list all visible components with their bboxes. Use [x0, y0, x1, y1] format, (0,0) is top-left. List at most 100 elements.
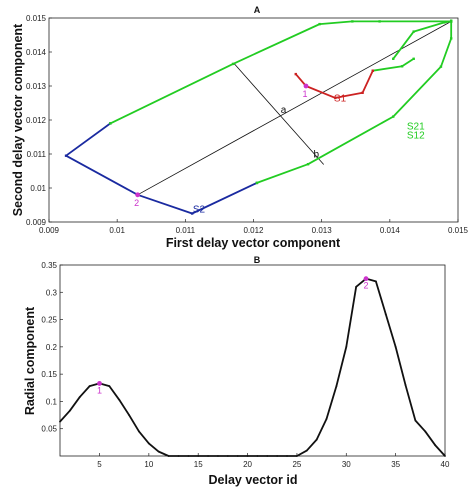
radial-component-point — [394, 345, 397, 348]
radial-component-point — [177, 455, 180, 457]
radial-component-point — [246, 455, 249, 457]
y-tick-label: 0.3 — [46, 288, 58, 297]
y-tick-label: 0.013 — [26, 82, 47, 91]
x-tick-label: 0.015 — [448, 226, 469, 235]
series-point — [109, 122, 112, 125]
y-tick-label: 0.01 — [30, 184, 46, 193]
y-tick-label: 0.15 — [41, 370, 57, 379]
panel-a: A 0.009 0.01 0.011 0.012 0.013 0.014 0.015 0.0… — [11, 5, 469, 250]
peak-marker-label: 2 — [364, 281, 369, 291]
peak-marker-2 — [363, 276, 369, 282]
radial-component-point — [315, 438, 318, 441]
x-tick-label: 20 — [243, 460, 252, 469]
marked-point-2 — [135, 192, 141, 198]
panel-a-title: A — [254, 5, 261, 15]
marked-point-1 — [303, 83, 309, 89]
x-tick-label: 0.01 — [109, 226, 125, 235]
radial-component-line — [59, 277, 446, 457]
series-point — [400, 65, 404, 68]
panel-b: B 5 10 15 20 25 30 35 40 0.050.10.150.20.250.30… — [23, 255, 450, 487]
radial-component-point — [197, 455, 200, 457]
series-point — [231, 62, 235, 66]
series-point — [361, 91, 364, 94]
x-tick-label: 0.013 — [312, 226, 333, 235]
radial-component-point — [157, 450, 160, 453]
panel-a-y-ticks: 0.009 0.01 0.011 0.012 0.013 0.014 0.015 — [26, 14, 52, 227]
radial-component-point — [434, 444, 437, 446]
series-point — [306, 163, 310, 166]
annotation-b: b — [313, 149, 319, 160]
radial-component-point — [167, 455, 170, 457]
x-tick-label: 10 — [144, 460, 153, 469]
series-point — [318, 22, 321, 26]
series-point — [294, 72, 297, 76]
panel-b-title: B — [254, 255, 261, 265]
y-tick-label: 0.1 — [46, 397, 58, 406]
x-tick-label: 30 — [342, 460, 351, 469]
y-tick-label: 0.014 — [26, 48, 47, 57]
radial-component-point — [286, 455, 288, 457]
series-point — [371, 69, 374, 72]
y-tick-label: 0.05 — [41, 425, 57, 434]
radial-component-point — [118, 398, 121, 401]
radial-component-point — [256, 455, 259, 457]
marked-point-label: 1 — [302, 89, 307, 99]
annotation-s1: S1 — [334, 93, 347, 104]
annotation-a: a — [281, 105, 287, 116]
radial-component-point — [266, 455, 269, 457]
series-point — [412, 57, 415, 60]
radial-component-point — [276, 455, 279, 457]
y-tick-label: 0.35 — [41, 261, 57, 270]
y-tick-label: 0.009 — [26, 218, 47, 227]
radial-component-point — [236, 455, 239, 457]
radial-component-point — [187, 455, 190, 457]
radial-component-point — [414, 419, 417, 422]
series-point — [392, 115, 395, 118]
series-point — [64, 154, 68, 157]
radial-component-point — [147, 442, 150, 445]
series-point — [443, 21, 446, 24]
panel-a-x-axis-label: First delay vector component — [166, 236, 341, 250]
y-tick-label: 0.011 — [27, 150, 47, 159]
series-point — [449, 37, 453, 40]
x-tick-label: 0.012 — [243, 226, 264, 235]
y-tick-label: 0.015 — [26, 14, 47, 23]
radial-component-point — [78, 396, 81, 398]
series-line-extra-3 — [392, 20, 452, 60]
series-point — [190, 212, 194, 215]
radial-component-point — [138, 430, 140, 433]
series-line-s12 — [256, 21, 453, 184]
panel-b-plot-area — [59, 264, 446, 457]
panel-b-x-axis-label: Delay vector id — [209, 473, 298, 487]
radial-component-point — [444, 455, 446, 457]
series-point — [392, 57, 395, 60]
panel-a-plot-area — [48, 17, 459, 223]
series-point — [255, 181, 259, 185]
y-tick-label: 0.2 — [46, 343, 58, 352]
radial-component-point — [404, 384, 407, 386]
x-tick-label: 35 — [391, 460, 400, 469]
radial-component-point — [424, 430, 427, 433]
series-point — [334, 96, 337, 100]
panel-b-annotations: 12 — [97, 276, 369, 395]
radial-component-point — [207, 455, 209, 457]
radial-component-point — [374, 280, 377, 283]
radial-component-point — [345, 345, 348, 348]
radial-component-point — [108, 385, 111, 388]
series-point — [449, 20, 453, 23]
series-point — [378, 20, 381, 23]
radial-component-point — [335, 385, 338, 388]
panel-b-y-axis-label: Radial component — [23, 306, 37, 415]
x-tick-label: 0.011 — [176, 226, 196, 235]
radial-component-point — [305, 449, 308, 452]
series-point — [412, 30, 415, 33]
radial-component-point — [217, 455, 219, 457]
y-tick-label: 0.25 — [41, 316, 57, 325]
panel-b-y-ticks: 0.05 0.1 0.15 0.2 0.25 0.3 0.35 — [41, 261, 63, 434]
radial-component-point — [325, 417, 328, 420]
y-tick-label: 0.012 — [26, 116, 47, 125]
marked-point-label: 2 — [134, 198, 139, 208]
radial-component-point — [59, 420, 61, 423]
radial-component-point — [226, 455, 229, 457]
